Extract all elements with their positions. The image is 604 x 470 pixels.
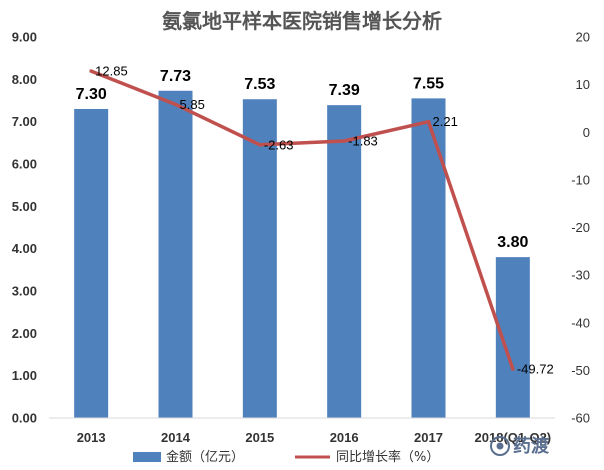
y-right-tick-label: -60 — [571, 411, 590, 426]
y-left-tick-label: 2.00 — [12, 326, 37, 341]
y-right-tick-label: 0 — [583, 125, 590, 140]
line-data-labels: 12.85 5.85 -2.63 -1.83 2.21 -49.72 — [95, 64, 554, 377]
y-right-tick-label: -20 — [571, 220, 590, 235]
line-point — [89, 69, 93, 73]
y-right-tick-label: -10 — [571, 172, 590, 187]
x-tick-label: 2017 — [414, 430, 443, 445]
line-point — [426, 119, 431, 124]
y-left-tick-label: 3.00 — [12, 284, 37, 299]
bar-data-label: 7.53 — [244, 76, 275, 93]
x-tick-label: 2018(Q1-Q2) — [475, 430, 552, 445]
legend: 金额（亿元） 同比增长率（%） — [133, 449, 439, 465]
bar — [411, 98, 446, 418]
y-left-tick-label: 9.00 — [12, 30, 37, 45]
line-point — [173, 102, 178, 107]
line-data-label: 2.21 — [433, 114, 458, 129]
line-data-label: -49.72 — [517, 362, 554, 377]
x-tick-label: 2014 — [161, 430, 191, 445]
legend-label-growth: 同比增长率（%） — [336, 449, 439, 465]
y-left-tick-label: 6.00 — [12, 157, 37, 172]
y-right-tick-label: -40 — [571, 315, 590, 330]
line-data-label: 12.85 — [95, 64, 128, 79]
bar — [327, 105, 362, 418]
y-left-tick-label: 7.00 — [12, 114, 37, 129]
line-data-label: -2.63 — [264, 137, 294, 152]
line-point — [511, 367, 515, 371]
watermark-text: 药渡 — [513, 435, 550, 457]
line-series — [89, 69, 515, 371]
bar — [158, 90, 193, 418]
yaodu-logo-icon — [490, 436, 510, 456]
y-right-tick-label: 10 — [576, 77, 590, 92]
x-axis: 2013 2014 2015 2016 2017 2018(Q1-Q2) — [77, 430, 551, 445]
y-left-tick-label: 1.00 — [12, 368, 37, 383]
y-left-tick-label: 5.00 — [12, 199, 37, 214]
y-right-tick-label: 20 — [576, 30, 590, 45]
legend-label-amount: 金额（亿元） — [166, 449, 244, 465]
x-tick-label: 2016 — [330, 430, 359, 445]
x-tick-label: 2015 — [245, 430, 274, 445]
bar-data-label: 7.55 — [413, 75, 444, 92]
bar-data-label: 3.80 — [497, 234, 528, 251]
bar — [74, 108, 109, 418]
y-left-tick-label: 4.00 — [12, 241, 37, 256]
watermark: 药渡 — [490, 435, 550, 457]
line-point — [342, 139, 346, 143]
x-tick-label: 2013 — [77, 430, 106, 445]
bar-data-label: 7.73 — [160, 68, 191, 85]
chart-title: 氨氯地平样本医院销售增长分析 — [162, 9, 442, 33]
bar-series — [74, 90, 530, 418]
y-left-axis: 0.00 1.00 2.00 3.00 4.00 5.00 6.00 7.00 8.00 9.00 — [12, 30, 37, 426]
y-left-tick-label: 8.00 — [12, 72, 37, 87]
y-right-axis: -60 -50 -40 -30 -20 -10 0 10 20 — [571, 30, 590, 426]
growth-line — [90, 69, 515, 370]
line-data-label: -1.83 — [348, 133, 378, 148]
y-right-tick-label: -30 — [571, 268, 590, 283]
y-left-tick-label: 0.00 — [12, 411, 37, 426]
line-point — [258, 142, 262, 147]
y-right-tick-label: -50 — [571, 363, 590, 378]
bar-data-label: 7.30 — [76, 86, 107, 103]
bar-data-label: 7.39 — [329, 82, 360, 99]
line-data-label: 5.85 — [180, 97, 205, 112]
legend-swatch-amount — [133, 452, 161, 462]
bar — [242, 99, 277, 418]
bar-data-labels: 7.30 7.73 7.53 7.39 7.55 3.80 — [76, 68, 529, 251]
